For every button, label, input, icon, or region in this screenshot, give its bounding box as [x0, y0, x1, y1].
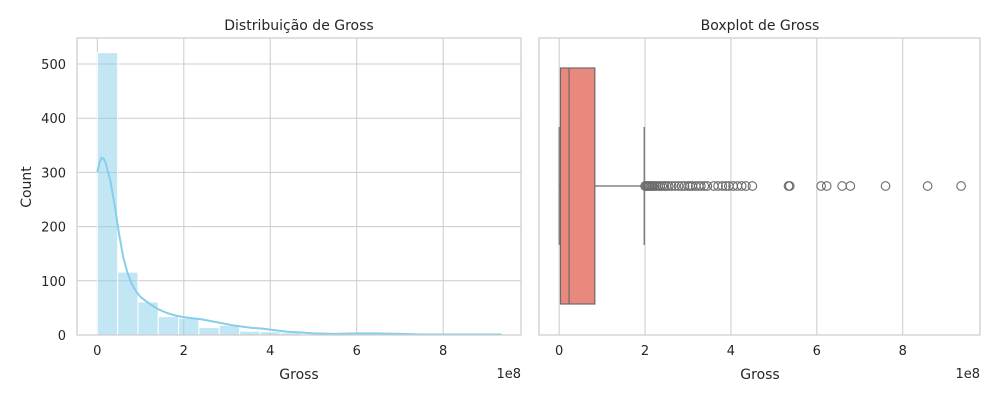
boxplot-outlier-point — [741, 181, 751, 191]
boxplot-x-label: Gross — [740, 367, 779, 383]
boxplot-outlier-point — [956, 181, 966, 191]
boxplot-title: Boxplot de Gross — [701, 18, 820, 34]
boxplot-box-group — [558, 67, 645, 305]
boxplot-outlier-point — [673, 181, 684, 191]
boxplot-outlier-point — [747, 181, 758, 191]
boxplot-outlier-point — [784, 181, 795, 191]
boxplot-outlier-point — [670, 181, 680, 191]
histogram-bar — [117, 271, 139, 336]
boxplot-outlier-point — [713, 181, 723, 191]
boxplot-panel: 0 2 4 6 8 Boxplot de Gross Gross 1e8 — [538, 18, 981, 383]
histogram-plot-area — [77, 38, 521, 335]
histogram-x-tick-label: 4 — [266, 344, 274, 359]
histogram-x-tick-label: 0 — [93, 344, 101, 359]
histogram-x-tick-label: 6 — [353, 344, 361, 359]
boxplot-outlier-point — [922, 181, 933, 191]
histogram-x-tick-label: 2 — [180, 344, 188, 359]
boxplot-x-tick-label: 2 — [641, 344, 649, 359]
histogram-kde-line — [96, 156, 502, 336]
histogram-y-ticks: 0 100 200 300 400 500 — [41, 58, 66, 344]
boxplot-outlier-point — [702, 181, 713, 191]
histogram-y-tick-label: 400 — [41, 112, 66, 127]
histogram-y-tick-label: 200 — [41, 221, 66, 236]
histogram-x-label: Gross — [279, 367, 318, 383]
boxplot-outlier-point — [736, 181, 747, 191]
boxplot-x-offset: 1e8 — [955, 367, 980, 382]
boxplot-outlier-point — [696, 181, 706, 191]
histogram-x-offset: 1e8 — [496, 367, 521, 382]
boxplot-outliers — [640, 181, 966, 191]
boxplot-outlier-point — [816, 181, 826, 191]
boxplot-x-tick-label: 6 — [813, 344, 821, 359]
histogram-frame — [76, 37, 522, 336]
histogram-bar — [178, 317, 200, 336]
boxplot-outlier-point — [699, 181, 710, 191]
histogram-x-tick-label: 8 — [439, 344, 447, 359]
histogram-bar — [157, 316, 180, 336]
boxplot-x-tick-label: 4 — [727, 344, 735, 359]
histogram-x-ticks: 0 2 4 6 8 — [93, 344, 447, 359]
boxplot-x-ticks: 0 2 4 6 8 — [555, 344, 907, 359]
histogram-bar — [96, 52, 119, 336]
boxplot-outlier-point — [666, 181, 677, 191]
histogram-y-tick-label: 300 — [41, 166, 66, 181]
boxplot-outlier-point — [880, 181, 891, 191]
boxplot-box — [559, 67, 596, 305]
histogram-y-tick-label: 500 — [41, 58, 66, 73]
boxplot-frame — [538, 37, 981, 336]
histogram-y-label: Count — [19, 166, 35, 208]
histogram-y-tick-label: 0 — [58, 329, 66, 344]
boxplot-outlier-point — [679, 181, 690, 191]
histogram-title: Distribuição de Gross — [224, 18, 373, 34]
boxplot-outlier-point — [845, 181, 856, 191]
boxplot-x-tick-label: 8 — [899, 344, 907, 359]
histogram-panel: 0 2 4 6 8 0 100 200 300 400 500 Distribuição de G… — [19, 18, 522, 383]
boxplot-outlier-point — [821, 181, 832, 191]
boxplot-outlier-point — [717, 181, 728, 191]
histogram-y-tick-label: 100 — [41, 275, 66, 290]
boxplot-outlier-point — [720, 181, 731, 191]
boxplot-outlier-point — [663, 181, 674, 191]
boxplot-x-tick-label: 0 — [555, 344, 563, 359]
histogram-bar — [198, 326, 220, 336]
